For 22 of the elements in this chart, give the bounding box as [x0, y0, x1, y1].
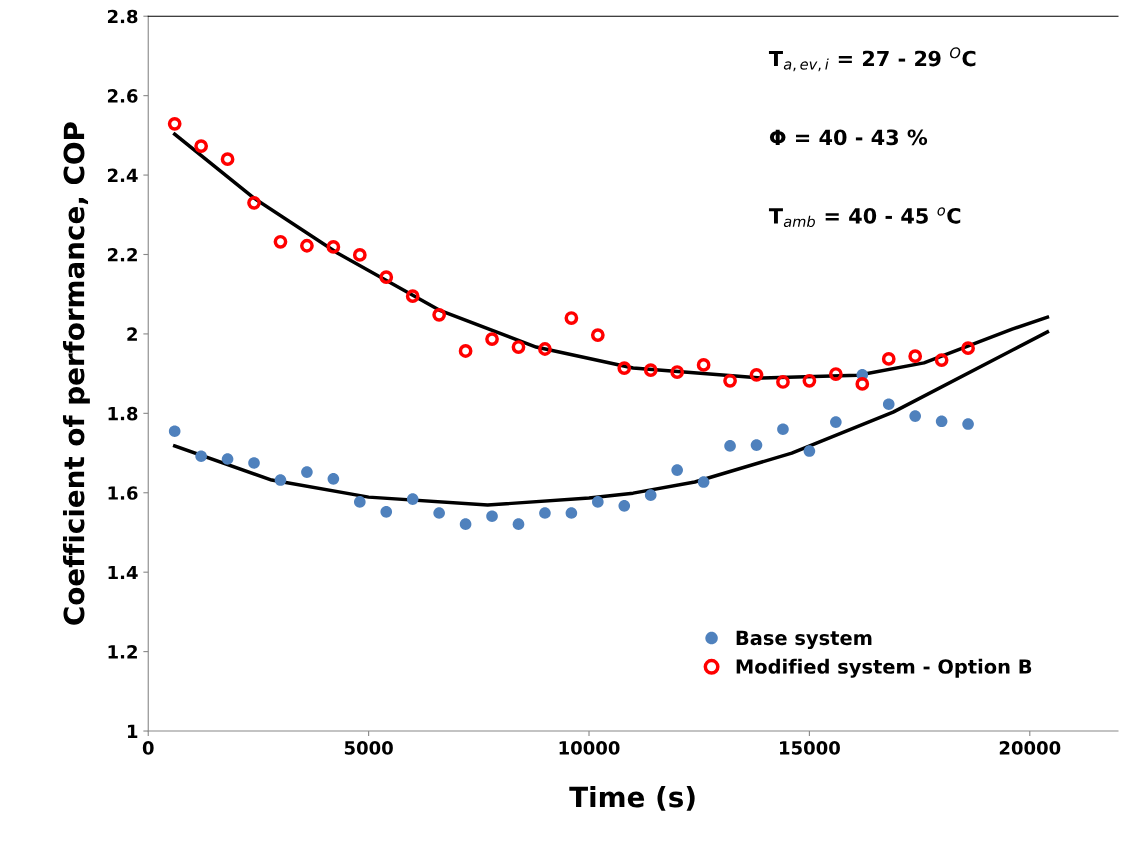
x-tick-label: 0	[142, 741, 154, 755]
y-tick-label: 1	[127, 724, 138, 738]
y-axis-title: Coefficient of performance, COP	[62, 122, 90, 625]
x-tick-label: 20000	[999, 741, 1061, 755]
annotation: Φ = 40 - 43 %	[769, 129, 928, 146]
y-tick-label: 2.6	[107, 89, 138, 103]
x-tick-label: 5000	[344, 741, 393, 755]
y-tick-label: 2.2	[107, 247, 137, 262]
y-tick-label: 1.8	[108, 406, 138, 421]
y-tick-label: 1.4	[108, 565, 138, 580]
annotation: T$_{a,ev,i}$ = 27 - 29 $^{O}$C	[768, 47, 976, 72]
legend-label: Modified system - Option B	[736, 658, 1032, 678]
x-tick-label: 10000	[559, 741, 620, 755]
y-tick-label: 2.8	[107, 9, 138, 24]
x-tick-label: 15000	[780, 741, 840, 755]
y-tick-label: 1.2	[108, 645, 137, 659]
annotation: T$_{amb}$ = 40 - 45 $^{o}$C	[768, 207, 961, 228]
x-axis-title: Time (s)	[569, 786, 695, 811]
y-tick-label: 1.6	[108, 486, 138, 500]
y-tick-label: 2.4	[107, 168, 138, 182]
legend-label: Base system	[736, 630, 872, 650]
y-tick-label: 2	[127, 327, 137, 341]
